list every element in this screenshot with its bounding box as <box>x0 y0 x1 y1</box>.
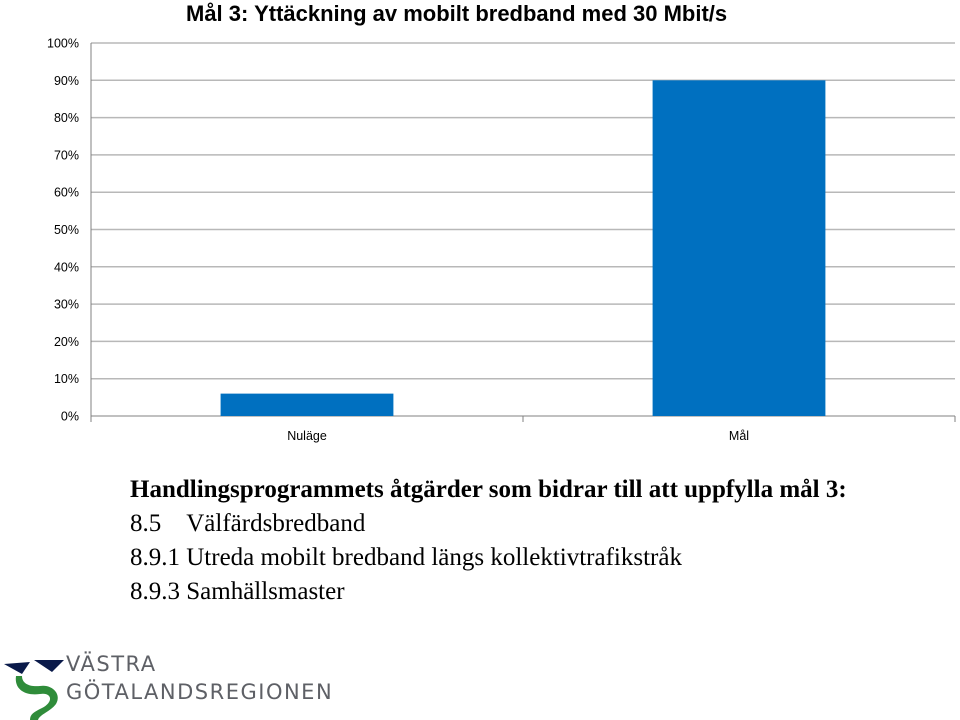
y-tick-label: 30% <box>54 298 79 312</box>
y-tick-label: 40% <box>54 260 79 274</box>
action-item: 8.9.1 Utreda mobilt bredband längs kolle… <box>130 544 682 571</box>
x-axis-labels: Nuläge Mål <box>287 429 749 443</box>
bar <box>652 80 826 417</box>
logo-text-line2: GÖTALANDSREGIONEN <box>66 680 334 704</box>
logo-text-line1: VÄSTRA <box>66 652 157 676</box>
y-axis-ticks: 0% 10% 20% 30% 40% 50% 60% 70% 80% 90% 100% <box>47 37 79 424</box>
vgr-swirl-logo-icon <box>4 660 64 720</box>
bar-chart: 0% 10% 20% 30% 40% 50% 60% 70% 80% 90% 100% Nuläge… <box>47 37 956 443</box>
actions-heading: Handlingsprogrammets åtgärder som bidrar… <box>130 476 847 503</box>
action-item: 8.5 Välfärdsbredband <box>130 510 366 537</box>
vgr-logo: VÄSTRA GÖTALANDSREGIONEN <box>0 650 332 720</box>
gridlines <box>90 42 956 422</box>
y-tick-label: 10% <box>54 372 79 386</box>
x-category-label: Mål <box>729 429 749 443</box>
chart-title: Mål 3: Yttäckning av mobilt bredband med… <box>186 1 728 26</box>
y-tick-label: 100% <box>47 37 79 51</box>
y-tick-label: 50% <box>54 223 79 237</box>
y-tick-label: 20% <box>54 335 79 349</box>
y-tick-label: 70% <box>54 148 79 162</box>
x-category-label: Nuläge <box>287 429 327 443</box>
y-tick-label: 80% <box>54 111 79 125</box>
bars <box>220 80 826 417</box>
y-tick-label: 90% <box>54 74 79 88</box>
action-item: 8.9.3 Samhällsmaster <box>130 578 345 605</box>
y-tick-label: 0% <box>61 410 79 424</box>
actions-text: Handlingsprogrammets åtgärder som bidrar… <box>130 473 847 609</box>
bar <box>220 393 394 416</box>
y-tick-label: 60% <box>54 186 79 200</box>
